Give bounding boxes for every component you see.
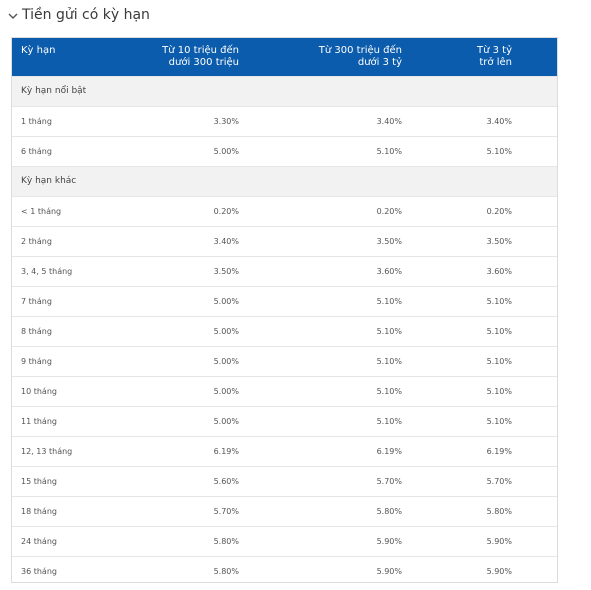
rate-tier-1: 5.00% <box>213 417 239 426</box>
header-tier-2: Từ 300 triệu đến dưới 3 tỷ <box>318 45 402 68</box>
table-row: 8 tháng 5.00% 5.10% 5.10% <box>12 316 557 346</box>
rate-tier-1: 5.60% <box>213 477 239 486</box>
rate-tier-3: 5.80% <box>486 507 512 516</box>
section-toggle[interactable]: Tiền gửi có kỳ hạn <box>0 0 591 34</box>
rate-tier-3: 5.10% <box>486 387 512 396</box>
chevron-down-icon <box>8 13 18 19</box>
rate-tier-2: 5.10% <box>376 327 402 336</box>
rate-tier-1: 5.00% <box>213 357 239 366</box>
rate-tier-2: 5.10% <box>376 357 402 366</box>
rate-tier-2: 5.70% <box>376 477 402 486</box>
group-label: Kỳ hạn khác <box>21 176 77 186</box>
rate-tier-3: 5.10% <box>486 357 512 366</box>
rate-tier-1: 5.80% <box>213 567 239 576</box>
term-cell: 2 tháng <box>21 237 52 246</box>
rate-tier-2: 5.10% <box>376 387 402 396</box>
term-cell: 3, 4, 5 tháng <box>21 267 73 276</box>
table-row: 2 tháng 3.40% 3.50% 3.50% <box>12 226 557 256</box>
rate-tier-1: 3.30% <box>213 117 239 126</box>
table-row: 11 tháng 5.00% 5.10% 5.10% <box>12 406 557 436</box>
table-row: 1 tháng 3.30% 3.40% 3.40% <box>12 106 557 136</box>
interest-rate-table: Kỳ hạn Từ 10 triệu đến dưới 300 triệu Từ… <box>11 37 558 583</box>
rate-tier-1: 0.20% <box>213 207 239 216</box>
term-cell: 7 tháng <box>21 297 52 306</box>
header-term: Kỳ hạn <box>21 45 56 56</box>
term-cell: 1 tháng <box>21 117 52 126</box>
header-tier-3: Từ 3 tỷ trở lên <box>476 45 512 68</box>
rate-tier-2: 0.20% <box>376 207 402 216</box>
table-header: Kỳ hạn Từ 10 triệu đến dưới 300 triệu Từ… <box>12 38 557 76</box>
table-row: 12, 13 tháng 6.19% 6.19% 6.19% <box>12 436 557 466</box>
table-row: 9 tháng 5.00% 5.10% 5.10% <box>12 346 557 376</box>
group-row: Kỳ hạn nổi bật <box>12 76 557 106</box>
rate-tier-2: 5.90% <box>376 567 402 576</box>
rate-tier-3: 0.20% <box>486 207 512 216</box>
term-cell: 8 tháng <box>21 327 52 336</box>
rate-tier-2: 5.10% <box>376 147 402 156</box>
table-row: < 1 tháng 0.20% 0.20% 0.20% <box>12 196 557 226</box>
term-cell: 6 tháng <box>21 147 52 156</box>
rate-tier-3: 3.50% <box>486 237 512 246</box>
rate-tier-1: 5.00% <box>213 327 239 336</box>
rate-tier-3: 5.10% <box>486 297 512 306</box>
rate-tier-3: 3.60% <box>486 267 512 276</box>
table-row: 7 tháng 5.00% 5.10% 5.10% <box>12 286 557 316</box>
group-label: Kỳ hạn nổi bật <box>21 86 87 96</box>
section-title: Tiền gửi có kỳ hạn <box>22 7 150 23</box>
table-row: 3, 4, 5 tháng 3.50% 3.60% 3.60% <box>12 256 557 286</box>
term-cell: 36 tháng <box>21 567 57 576</box>
table-row: 15 tháng 5.60% 5.70% 5.70% <box>12 466 557 496</box>
rate-tier-3: 5.90% <box>486 537 512 546</box>
rate-tier-1: 3.40% <box>213 237 239 246</box>
header-tier-1: Từ 10 triệu đến dưới 300 triệu <box>162 45 239 68</box>
term-cell: < 1 tháng <box>21 207 62 216</box>
rate-tier-3: 5.10% <box>486 417 512 426</box>
rate-tier-2: 5.10% <box>376 297 402 306</box>
table-row: 6 tháng 5.00% 5.10% 5.10% <box>12 136 557 166</box>
table-row: 36 tháng 5.80% 5.90% 5.90% <box>12 556 557 586</box>
term-cell: 15 tháng <box>21 477 57 486</box>
rate-tier-3: 5.70% <box>486 477 512 486</box>
rate-tier-1: 6.19% <box>213 447 239 456</box>
rate-tier-3: 5.10% <box>486 327 512 336</box>
rate-tier-2: 5.10% <box>376 417 402 426</box>
rate-tier-1: 5.00% <box>213 297 239 306</box>
term-cell: 11 tháng <box>21 417 57 426</box>
rate-tier-2: 3.60% <box>376 267 402 276</box>
rate-tier-3: 5.10% <box>486 147 512 156</box>
rate-tier-2: 3.40% <box>376 117 402 126</box>
rate-tier-3: 5.90% <box>486 567 512 576</box>
term-cell: 24 tháng <box>21 537 57 546</box>
term-cell: 12, 13 tháng <box>21 447 73 456</box>
rate-tier-1: 5.00% <box>213 147 239 156</box>
group-row: Kỳ hạn khác <box>12 166 557 196</box>
rate-tier-2: 6.19% <box>376 447 402 456</box>
rate-tier-1: 5.80% <box>213 537 239 546</box>
rate-tier-2: 5.80% <box>376 507 402 516</box>
table-row: 18 tháng 5.70% 5.80% 5.80% <box>12 496 557 526</box>
rate-tier-1: 5.00% <box>213 387 239 396</box>
rate-tier-3: 6.19% <box>486 447 512 456</box>
term-cell: 18 tháng <box>21 507 57 516</box>
term-cell: 10 tháng <box>21 387 57 396</box>
rate-tier-1: 5.70% <box>213 507 239 516</box>
rate-tier-2: 5.90% <box>376 537 402 546</box>
rate-tier-3: 3.40% <box>486 117 512 126</box>
term-cell: 9 tháng <box>21 357 52 366</box>
rate-tier-1: 3.50% <box>213 267 239 276</box>
table-row: 10 tháng 5.00% 5.10% 5.10% <box>12 376 557 406</box>
table-row: 24 tháng 5.80% 5.90% 5.90% <box>12 526 557 556</box>
rate-tier-2: 3.50% <box>376 237 402 246</box>
